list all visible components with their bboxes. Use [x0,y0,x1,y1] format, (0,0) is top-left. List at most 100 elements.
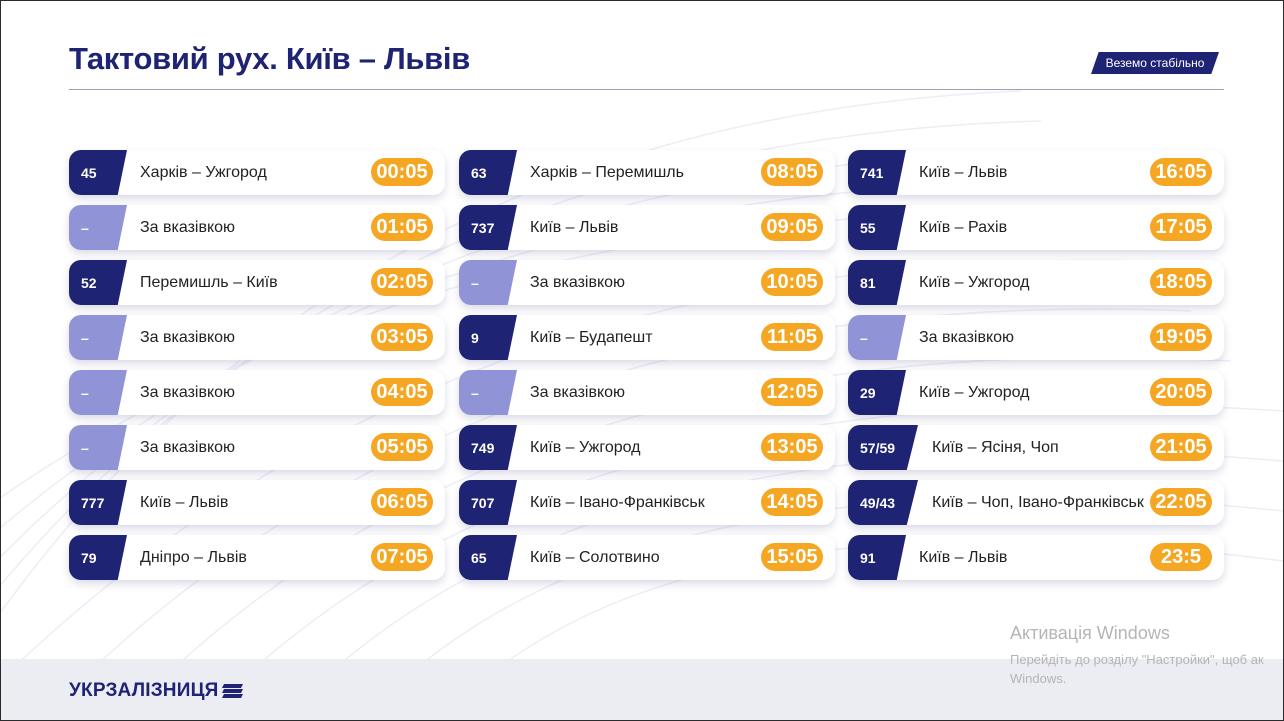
departure-time-badge: 19:05 [1150,323,1212,351]
train-number-tag: 49/43 [848,480,918,525]
train-number-tag: 52 [69,260,127,305]
train-number-tag: – [69,315,127,360]
route-label: Дніпро – Львів [140,549,247,566]
schedule-row: – За вказівкою 03:05 [69,315,445,360]
train-number-tag: 749 [459,425,517,470]
train-number-tag: 9 [459,315,517,360]
route-label: Київ – Івано-Франківськ [530,494,705,511]
departure-time-badge: 12:05 [761,378,823,406]
slogan-badge: Веземо стабільно [1091,52,1219,74]
departure-time-badge: 23:5 [1150,543,1212,571]
train-number-tag: – [848,315,906,360]
route-label: Харків – Перемишль [530,164,684,181]
schedule-row: 55 Київ – Рахів 17:05 [848,205,1224,250]
route-label: Київ – Солотвино [530,549,660,566]
schedule-row: 749 Київ – Ужгород 13:05 [459,425,835,470]
train-number-tag: 707 [459,480,517,525]
route-label: Київ – Ужгород [530,439,641,456]
departure-time-badge: 09:05 [761,213,823,241]
schedule-row: – За вказівкою 01:05 [69,205,445,250]
train-number-tag: 741 [848,150,906,195]
route-label: За вказівкою [919,329,1015,346]
departure-time-badge: 11:05 [761,323,823,351]
departure-time-badge: 05:05 [371,433,433,461]
departure-time-badge: 18:05 [1150,268,1212,296]
train-number-tag: 91 [848,535,906,580]
route-label: За вказівкою [140,384,236,401]
departure-time-badge: 06:05 [371,488,433,516]
departure-time-badge: 00:05 [371,158,433,186]
route-label: Київ – Ужгород [919,274,1030,291]
schedule-row: 777 Київ – Львів 06:05 [69,480,445,525]
watermark-title: Активація Windows [1010,623,1170,643]
train-number-tag: – [69,425,127,470]
departure-time-badge: 14:05 [761,488,823,516]
departure-time-badge: 07:05 [371,543,433,571]
schedule-row: 29 Київ – Ужгород 20:05 [848,370,1224,415]
train-number-tag: 55 [848,205,906,250]
route-label: За вказівкою [140,219,236,236]
departure-time-badge: 17:05 [1150,213,1212,241]
departure-time-badge: 20:05 [1150,378,1212,406]
schedule-row: 49/43 Київ – Чоп, Івано-Франківськ 22:05 [848,480,1224,525]
schedule-column-3: 741 Київ – Львів 16:05 55 Київ – Рахів 17:05 8… [848,150,1224,590]
schedule-row: – За вказівкою 04:05 [69,370,445,415]
rail-stripes-icon [221,684,243,698]
departure-time-badge: 01:05 [371,213,433,241]
train-number-tag: 29 [848,370,906,415]
route-label: Київ – Будапешт [530,329,653,346]
train-number-tag: 57/59 [848,425,918,470]
route-label: Київ – Львів [140,494,229,511]
departure-time-badge: 04:05 [371,378,433,406]
route-label: За вказівкою [140,329,236,346]
schedule-row: 63 Харків – Перемишль 08:05 [459,150,835,195]
route-label: Київ – Львів [530,219,619,236]
schedule-row: 45 Харків – Ужгород 00:05 [69,150,445,195]
departure-time-badge: 21:05 [1150,433,1212,461]
footer-band [1,659,1283,720]
departure-time-badge: 03:05 [371,323,433,351]
route-label: Київ – Рахів [919,219,1008,236]
departure-time-badge: 10:05 [761,268,823,296]
company-logo: УКРЗАЛІЗНИЦЯ [69,680,243,702]
schedule-row: 707 Київ – Івано-Франківськ 14:05 [459,480,835,525]
schedule-row: 81 Київ – Ужгород 18:05 [848,260,1224,305]
departure-time-badge: 13:05 [761,433,823,461]
schedule-row: – За вказівкою 12:05 [459,370,835,415]
schedule-row: – За вказівкою 19:05 [848,315,1224,360]
route-label: Київ – Ясіня, Чоп [932,439,1059,456]
schedule-row: 91 Київ – Львів 23:5 [848,535,1224,580]
schedule-row: 9 Київ – Будапешт 11:05 [459,315,835,360]
schedule-row: – За вказівкою 10:05 [459,260,835,305]
watermark-line-1: Перейдіть до розділу "Настройки", щоб ак [1010,652,1264,667]
schedule-row: 52 Перемишль – Київ 02:05 [69,260,445,305]
header-divider [69,89,1224,90]
departure-time-badge: 15:05 [761,543,823,571]
train-number-tag: – [69,205,127,250]
departure-time-badge: 16:05 [1150,158,1212,186]
train-number-tag: 79 [69,535,127,580]
departure-time-badge: 02:05 [371,268,433,296]
route-label: За вказівкою [530,384,626,401]
schedule-column-1: 45 Харків – Ужгород 00:05– За вказівкою 01:0… [69,150,445,590]
schedule-grid: 45 Харків – Ужгород 00:05– За вказівкою 01:0… [69,150,1229,590]
watermark-line-2: Windows. [1010,671,1067,686]
schedule-row: – За вказівкою 05:05 [69,425,445,470]
route-label: Київ – Чоп, Івано-Франківськ [932,494,1144,511]
schedule-row: 79 Дніпро – Львів 07:05 [69,535,445,580]
logo-text: УКРЗАЛІЗНИЦЯ [69,680,219,701]
train-number-tag: 737 [459,205,517,250]
train-number-tag: 63 [459,150,517,195]
schedule-row: 57/59 Київ – Ясіня, Чоп 21:05 [848,425,1224,470]
schedule-row: 65 Київ – Солотвино 15:05 [459,535,835,580]
route-label: Київ – Ужгород [919,384,1030,401]
route-label: За вказівкою [140,439,236,456]
schedule-row: 737 Київ – Львів 09:05 [459,205,835,250]
page-title: Тактовий рух. Київ – Львів [69,41,470,76]
windows-activation-watermark: Активація Windows Перейдіть до розділу "… [1010,623,1264,686]
train-number-tag: 45 [69,150,127,195]
departure-time-badge: 08:05 [761,158,823,186]
train-number-tag: – [459,260,517,305]
schedule-row: 741 Київ – Львів 16:05 [848,150,1224,195]
